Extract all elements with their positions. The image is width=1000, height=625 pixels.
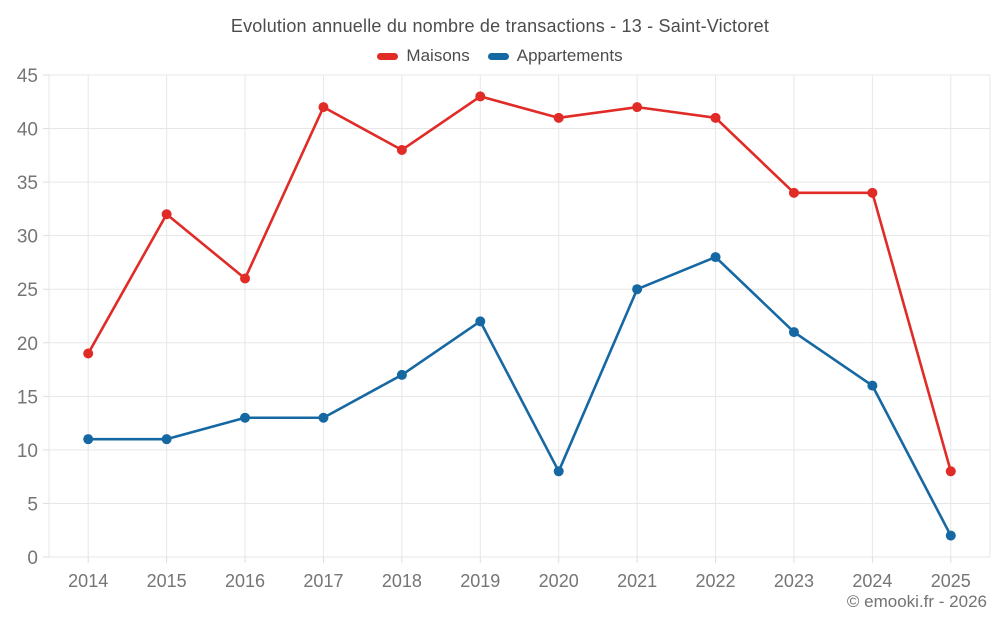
y-axis-label: 0	[27, 548, 38, 569]
data-point-appartements-2020[interactable]	[553, 466, 564, 477]
x-axis-label: 2018	[382, 571, 422, 591]
data-point-maisons-2014[interactable]	[83, 348, 94, 359]
y-axis-label: 15	[17, 387, 38, 408]
x-axis-label: 2025	[931, 571, 971, 591]
data-point-appartements-2018[interactable]	[396, 369, 407, 380]
data-point-appartements-2017[interactable]	[318, 412, 329, 423]
x-axis-label: 2016	[225, 571, 265, 591]
watermark: © emooki.fr - 2026	[846, 592, 987, 611]
legend-item-maisons[interactable]: Maisons	[377, 46, 470, 66]
data-point-maisons-2016[interactable]	[240, 273, 251, 284]
data-point-maisons-2019[interactable]	[475, 91, 486, 102]
x-axis-label: 2015	[147, 571, 187, 591]
y-axis-label: 10	[17, 441, 38, 462]
y-axis-label: 25	[17, 280, 38, 301]
chart-legend: Maisons Appartements	[0, 46, 1000, 66]
data-point-appartements-2024[interactable]	[867, 380, 878, 391]
data-point-maisons-2021[interactable]	[632, 102, 643, 113]
y-axis-label: 30	[17, 227, 38, 248]
legend-item-appartements[interactable]: Appartements	[487, 46, 623, 66]
x-axis-label: 2024	[852, 571, 892, 591]
x-axis-label: 2021	[617, 571, 657, 591]
data-point-appartements-2023[interactable]	[788, 327, 799, 338]
data-point-maisons-2022[interactable]	[710, 112, 721, 123]
data-point-maisons-2024[interactable]	[867, 187, 878, 198]
legend-swatch-maisons-icon	[377, 52, 399, 60]
legend-swatch-appartements-icon	[487, 52, 509, 60]
chart-title: Evolution annuelle du nombre de transact…	[230, 16, 770, 36]
data-point-maisons-2023[interactable]	[788, 187, 799, 198]
data-point-maisons-2025[interactable]	[945, 466, 956, 477]
y-axis-label: 40	[17, 120, 38, 141]
data-point-appartements-2015[interactable]	[161, 434, 172, 445]
data-point-maisons-2020[interactable]	[553, 112, 564, 123]
y-axis-label: 35	[17, 173, 38, 194]
x-axis-label: 2019	[460, 571, 500, 591]
x-axis-label: 2014	[68, 571, 108, 591]
x-axis-label: 2023	[774, 571, 814, 591]
x-axis-label: 2017	[303, 571, 343, 591]
data-point-appartements-2014[interactable]	[83, 434, 94, 445]
y-axis-label: 20	[17, 334, 38, 355]
data-point-appartements-2021[interactable]	[632, 284, 643, 295]
legend-label-maisons: Maisons	[406, 46, 470, 65]
series-line-maisons	[86, 95, 953, 473]
data-point-maisons-2015[interactable]	[161, 209, 172, 220]
series-line-appartements	[86, 255, 953, 537]
data-point-appartements-2019[interactable]	[475, 316, 486, 327]
data-point-appartements-2022[interactable]	[710, 252, 721, 263]
data-point-maisons-2018[interactable]	[396, 144, 407, 155]
data-point-appartements-2016[interactable]	[240, 412, 251, 423]
data-point-maisons-2017[interactable]	[318, 102, 329, 113]
data-point-appartements-2025[interactable]	[945, 530, 956, 541]
x-axis-label: 2022	[696, 571, 736, 591]
y-axis-label: 45	[17, 66, 38, 87]
legend-label-appartements: Appartements	[516, 46, 623, 65]
y-axis-label: 5	[27, 494, 38, 515]
x-axis-label: 2020	[539, 571, 579, 591]
